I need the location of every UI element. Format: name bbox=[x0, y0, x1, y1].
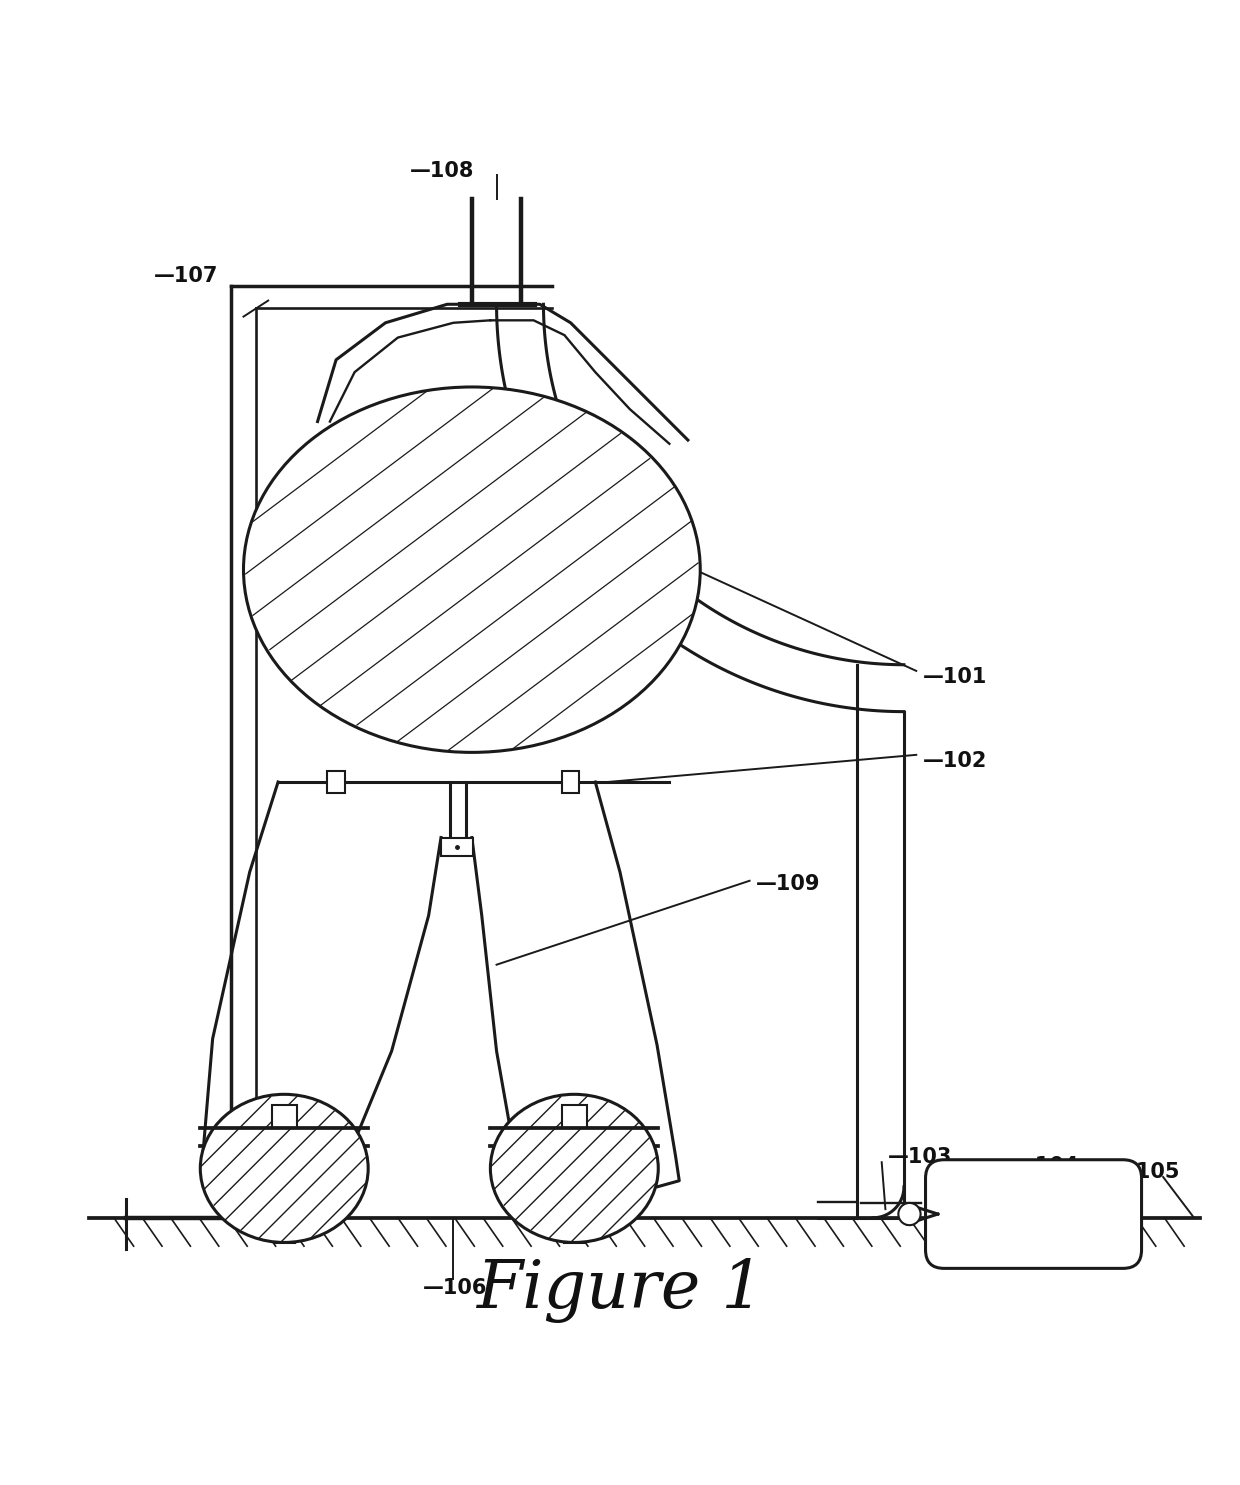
Text: —109: —109 bbox=[756, 875, 821, 894]
Text: Figure 1: Figure 1 bbox=[476, 1258, 764, 1323]
Circle shape bbox=[898, 1203, 920, 1225]
Text: —107: —107 bbox=[154, 266, 218, 287]
Text: —108: —108 bbox=[410, 160, 475, 181]
FancyBboxPatch shape bbox=[441, 838, 474, 855]
FancyBboxPatch shape bbox=[272, 1105, 296, 1127]
Ellipse shape bbox=[490, 1094, 658, 1243]
Text: —104: —104 bbox=[1016, 1155, 1079, 1176]
Text: —103: —103 bbox=[888, 1148, 952, 1167]
Text: —101: —101 bbox=[923, 667, 987, 688]
FancyBboxPatch shape bbox=[327, 771, 345, 793]
FancyBboxPatch shape bbox=[562, 1105, 587, 1127]
FancyBboxPatch shape bbox=[925, 1160, 1142, 1268]
FancyBboxPatch shape bbox=[562, 771, 579, 793]
Text: —102: —102 bbox=[923, 751, 987, 771]
Text: —106: —106 bbox=[423, 1279, 487, 1298]
Text: —105: —105 bbox=[1116, 1163, 1180, 1182]
Ellipse shape bbox=[201, 1094, 368, 1243]
Ellipse shape bbox=[243, 388, 701, 753]
